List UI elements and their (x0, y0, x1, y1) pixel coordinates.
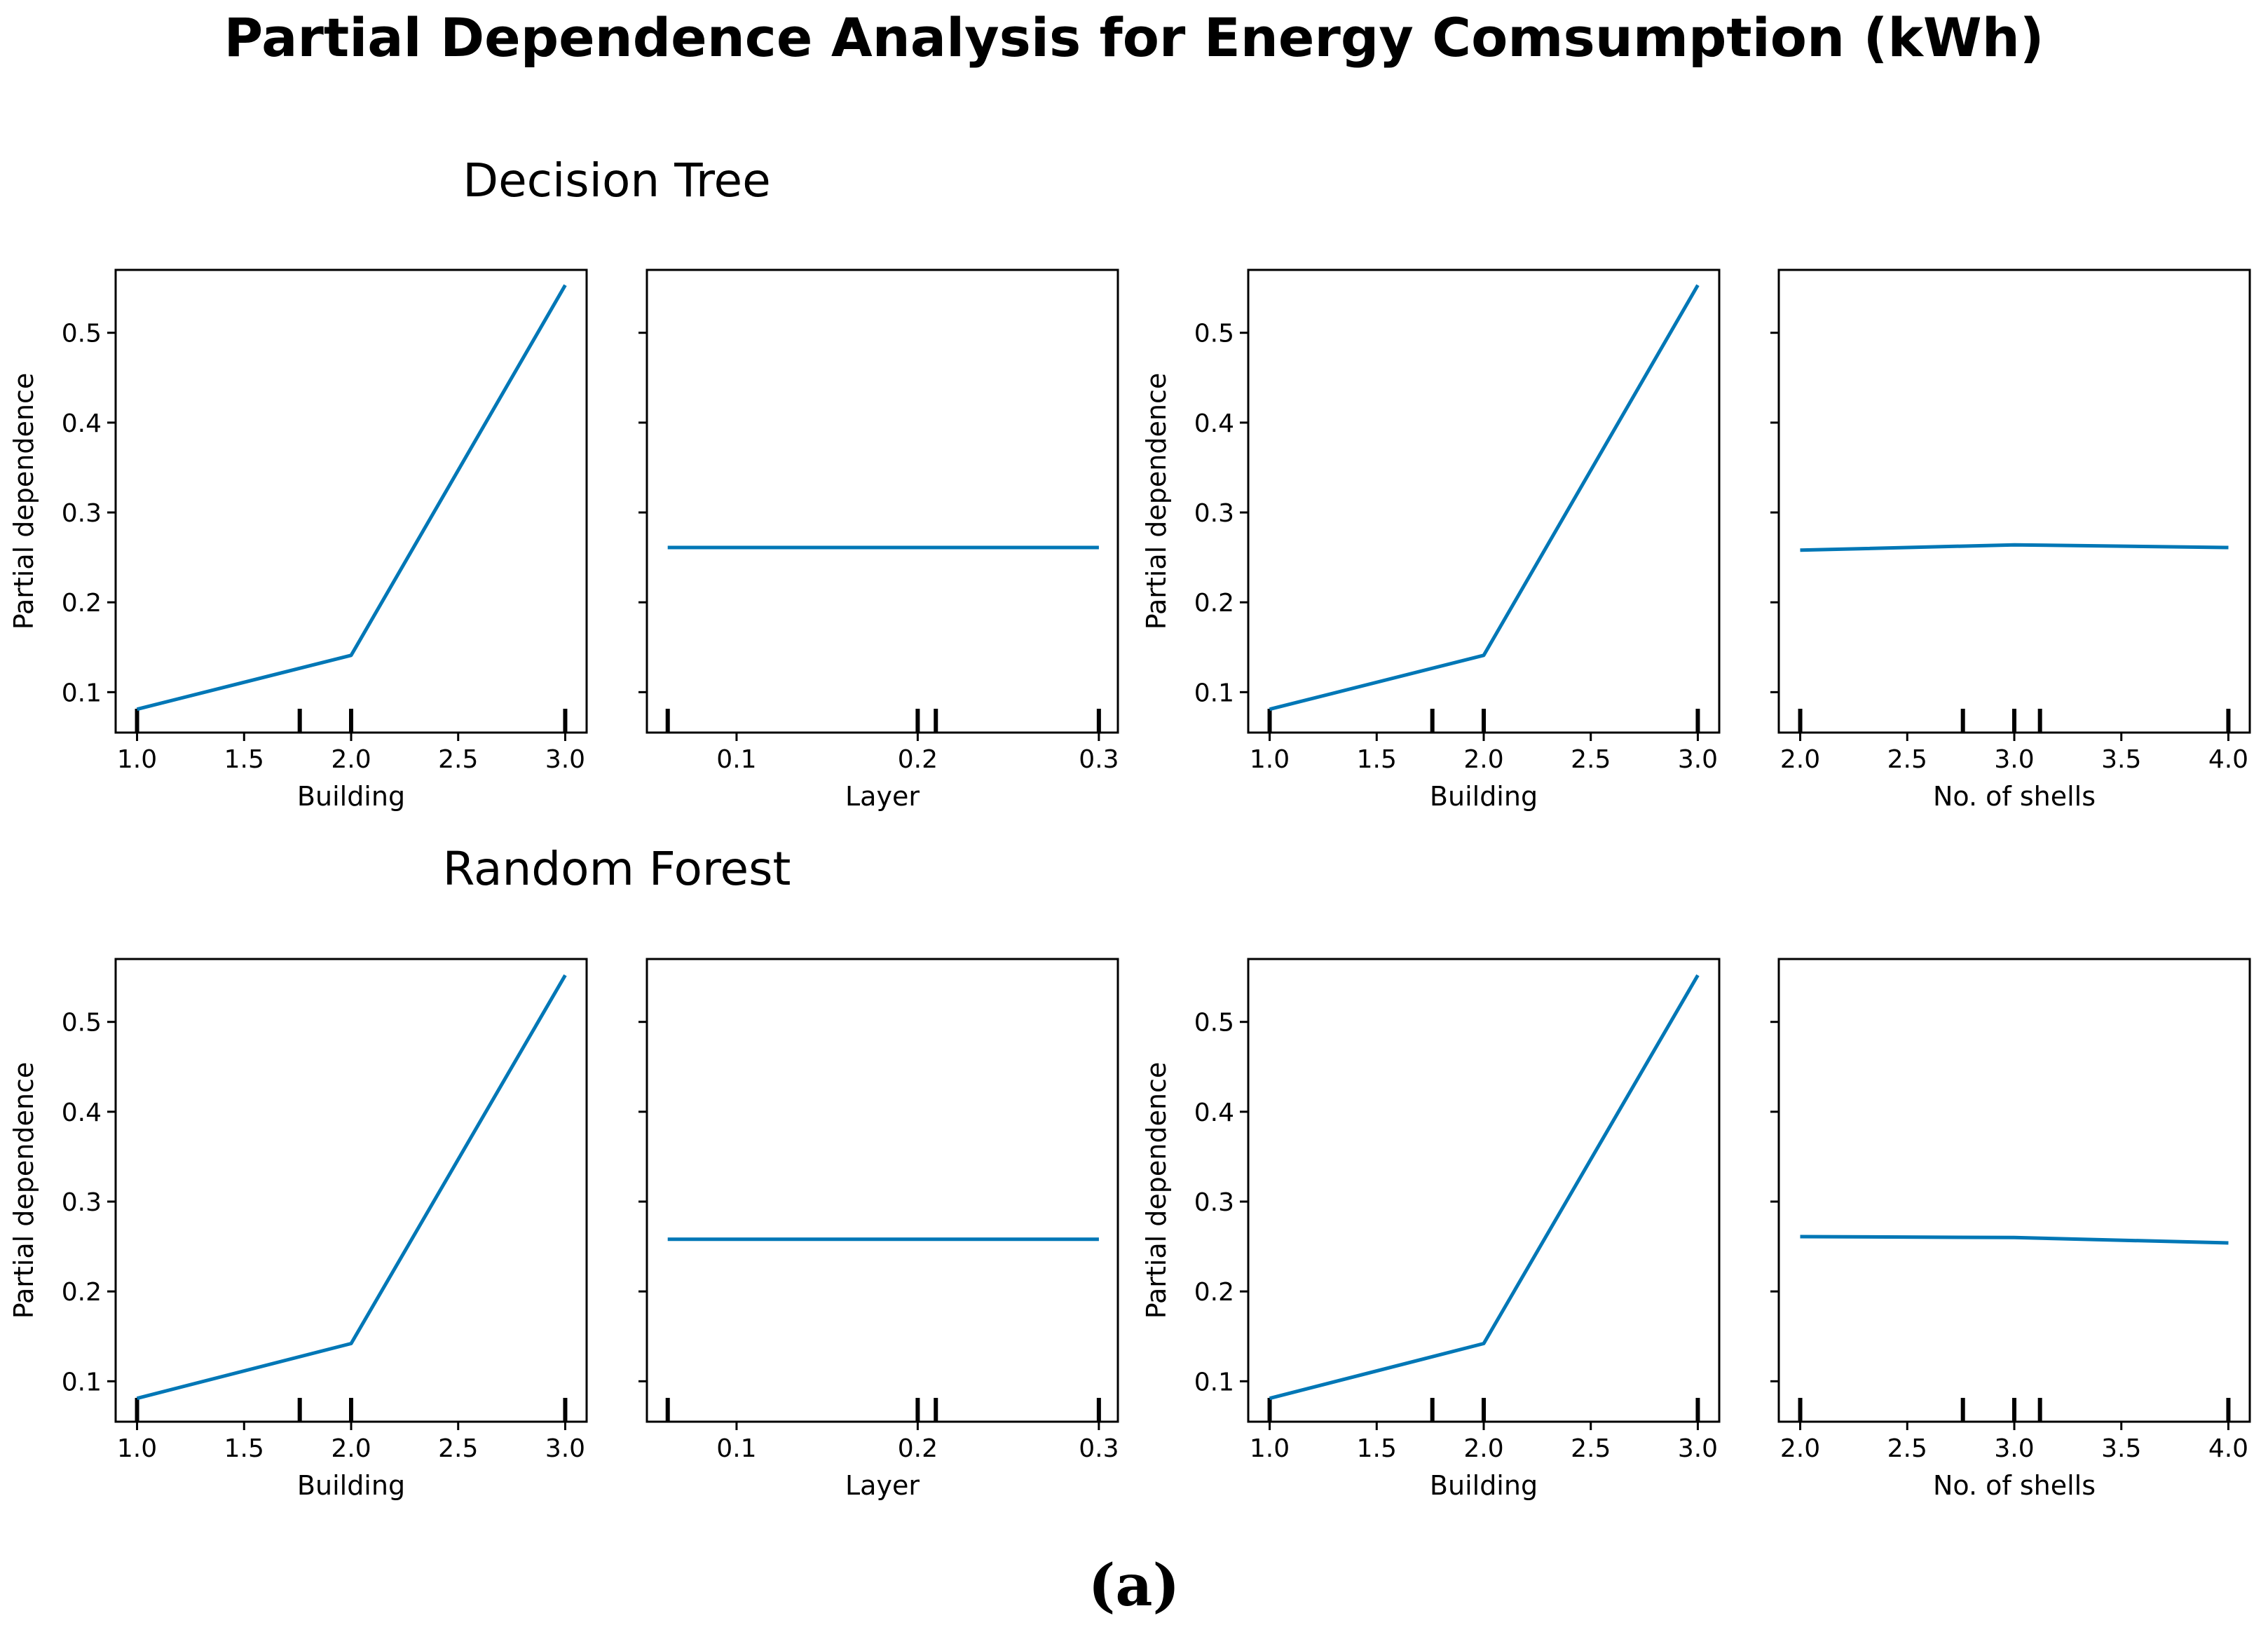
x-tick-label: 1.0 (117, 745, 157, 774)
x-tick-label: 2.0 (1780, 1434, 1820, 1463)
pd-line-building (136, 284, 567, 712)
panel-3: 0.1 0.2 0.3 0.4 0.5 1.0 1.5 2.0 2.5 3.0 Building Pa… (1141, 268, 1721, 812)
y-tick-label: 0.1 (1194, 679, 1234, 707)
x-tick-label: 3.0 (1678, 745, 1718, 774)
x-tick-label: 2.0 (1463, 745, 1503, 774)
x-tick-label: 2.0 (331, 745, 371, 774)
x-axis-label: No. of shells (1933, 1470, 2096, 1501)
y-tick-label: 0.4 (1194, 409, 1234, 438)
x-tick-label: 1.5 (1357, 745, 1397, 774)
x-tick-label: 0.3 (1079, 745, 1119, 774)
plot-frame (645, 268, 1119, 734)
panel-7: 0.1 0.2 0.3 0.4 0.5 1.0 1.5 2.0 2.5 3.0 Building Pa… (1141, 958, 1721, 1501)
y-tick-label: 0.4 (62, 1099, 102, 1127)
figure-caption: (a) (1088, 1552, 1180, 1619)
y-axis-label: Partial dependence (1141, 373, 1172, 630)
x-tick-label: 1.5 (224, 1434, 264, 1463)
pd-line-building (136, 974, 567, 1401)
panel-8: 2.0 2.5 3.0 3.5 4.0 No. of shells (1770, 958, 2251, 1501)
y-tick-label: 0.3 (62, 499, 102, 528)
plot-frame (1247, 958, 1721, 1423)
y-tick-label: 0.3 (62, 1188, 102, 1217)
pd-line-no-of-shells (1800, 1235, 2229, 1245)
y-tick-label: 0.5 (1194, 1009, 1234, 1038)
plot-frame (1777, 958, 2251, 1423)
panel-6: 0.1 0.2 0.3 Layer (638, 958, 1119, 1501)
figure-title: Partial Dependence Analysis for Energy C… (224, 6, 2044, 69)
y-tick-label: 0.2 (1194, 589, 1234, 618)
y-tick-label: 0.2 (62, 589, 102, 618)
x-axis-label: No. of shells (1933, 781, 2096, 812)
panel-4: 2.0 2.5 3.0 3.5 4.0 No. of shells (1770, 268, 2251, 812)
y-axis-label: Partial dependence (8, 373, 39, 630)
plot-frame (114, 268, 588, 734)
x-tick-label: 2.5 (1571, 745, 1611, 774)
section-title-decision-tree: Decision Tree (463, 154, 770, 208)
pd-line-building (1269, 284, 1700, 712)
plot-frame (1777, 268, 2251, 734)
x-tick-label: 2.5 (1887, 1434, 1927, 1463)
x-tick-label: 0.3 (1079, 1434, 1119, 1463)
x-tick-label: 2.0 (1780, 745, 1820, 774)
y-tick-label: 0.1 (62, 679, 102, 707)
x-tick-label: 3.0 (1994, 745, 2034, 774)
x-tick-label: 2.5 (438, 1434, 478, 1463)
x-tick-label: 0.1 (716, 745, 756, 774)
y-tick-label: 0.5 (1194, 320, 1234, 348)
x-tick-label: 3.5 (2101, 1434, 2141, 1463)
x-tick-label: 2.5 (1887, 745, 1927, 774)
y-tick-label: 0.4 (1194, 1099, 1234, 1127)
x-tick-label: 1.0 (1250, 745, 1290, 774)
y-axis-label: Partial dependence (1141, 1062, 1172, 1319)
y-tick-label: 0.1 (1194, 1368, 1234, 1396)
panel-1: 0.1 0.2 0.3 0.4 0.5 1.0 1.5 2.0 2.5 3.0 Building Pa… (8, 268, 588, 812)
x-tick-label: 1.5 (1357, 1434, 1397, 1463)
x-tick-label: 4.0 (2208, 745, 2248, 774)
plot-frame (645, 958, 1119, 1423)
panels: 0.1 0.2 0.3 0.4 0.5 1.0 1.5 2.0 2.5 3.0 Building Pa… (8, 268, 2251, 1501)
x-tick-label: 2.0 (1463, 1434, 1503, 1463)
y-tick-label: 0.2 (62, 1278, 102, 1307)
x-tick-label: 3.0 (1994, 1434, 2034, 1463)
x-tick-label: 3.0 (545, 1434, 585, 1463)
x-axis-label: Building (297, 1470, 405, 1501)
x-tick-label: 0.2 (898, 745, 938, 774)
x-tick-label: 3.0 (545, 745, 585, 774)
x-axis-label: Building (1430, 1470, 1538, 1501)
x-tick-label: 0.1 (716, 1434, 756, 1463)
y-axis-label: Partial dependence (8, 1062, 39, 1319)
y-tick-label: 0.3 (1194, 1188, 1234, 1217)
x-tick-label: 1.0 (117, 1434, 157, 1463)
x-tick-label: 3.5 (2101, 745, 2141, 774)
y-tick-label: 0.5 (62, 1009, 102, 1038)
section-title-random-forest: Random Forest (443, 842, 791, 896)
plot-frame (1247, 268, 1721, 734)
y-tick-label: 0.1 (62, 1368, 102, 1396)
y-tick-label: 0.4 (62, 409, 102, 438)
x-axis-label: Layer (845, 1470, 920, 1501)
x-tick-label: 1.5 (224, 745, 264, 774)
x-tick-label: 3.0 (1678, 1434, 1718, 1463)
y-tick-label: 0.2 (1194, 1278, 1234, 1307)
panel-5: 0.1 0.2 0.3 0.4 0.5 1.0 1.5 2.0 2.5 3.0 Building Pa… (8, 958, 588, 1501)
x-tick-label: 0.2 (898, 1434, 938, 1463)
y-tick-label: 0.5 (62, 320, 102, 348)
y-tick-label: 0.3 (1194, 499, 1234, 528)
pd-line-no-of-shells (1800, 543, 2229, 552)
x-axis-label: Layer (845, 781, 920, 812)
x-tick-label: 1.0 (1250, 1434, 1290, 1463)
panel-2: 0.1 0.2 0.3 Layer (638, 268, 1119, 812)
x-axis-label: Building (297, 781, 405, 812)
x-tick-label: 2.5 (438, 745, 478, 774)
x-axis-label: Building (1430, 781, 1538, 812)
x-tick-label: 2.5 (1571, 1434, 1611, 1463)
pd-line-building (1269, 974, 1700, 1401)
plot-frame (114, 958, 588, 1423)
x-tick-label: 2.0 (331, 1434, 371, 1463)
x-tick-label: 4.0 (2208, 1434, 2248, 1463)
